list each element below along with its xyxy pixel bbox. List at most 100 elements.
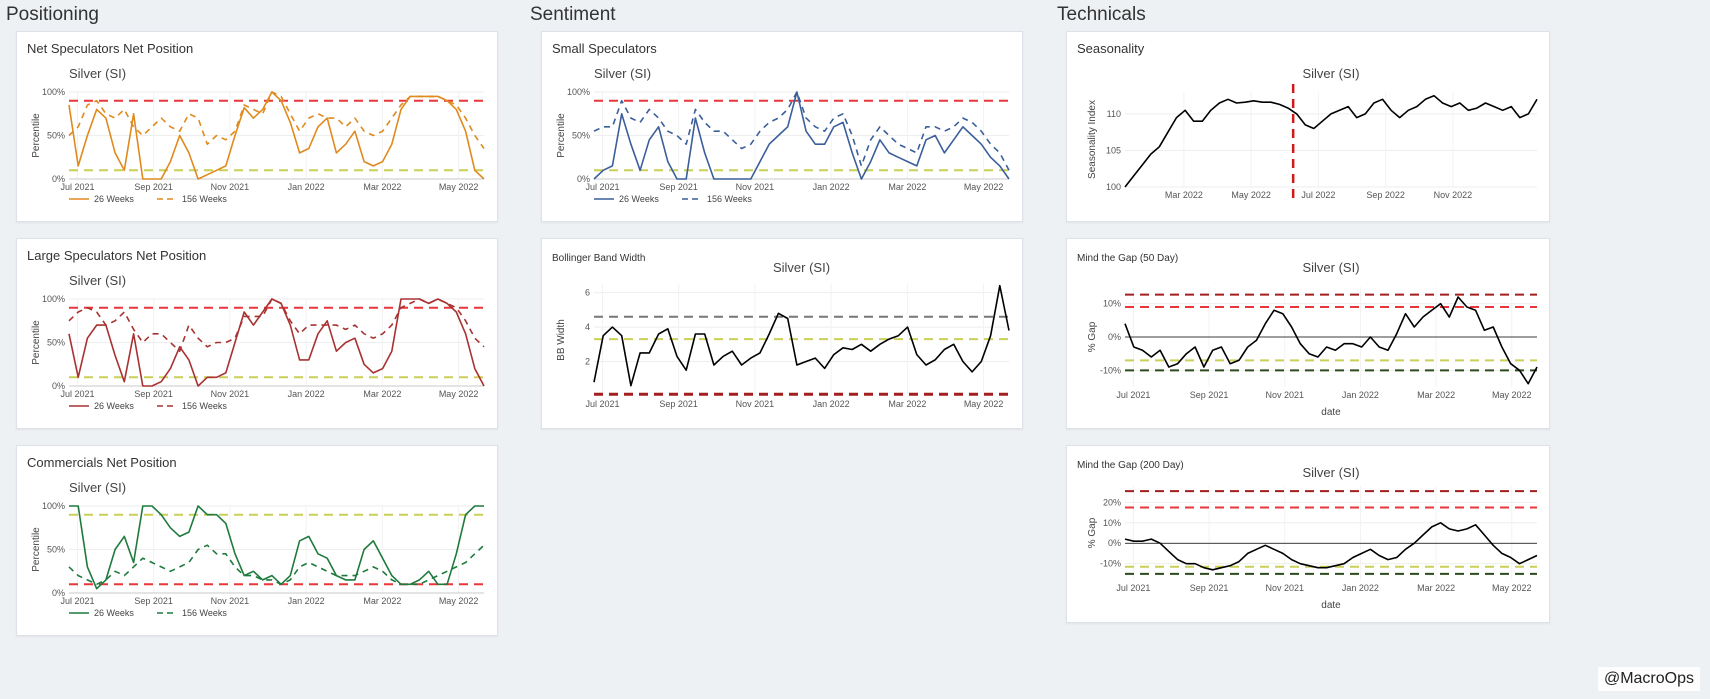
x-tick-label: Sep 2021 [659,182,698,192]
legend-label: 26 Weeks [619,194,659,204]
series-line [593,91,1010,180]
x-tick-label: Nov 2022 [1434,190,1473,200]
y-axis-label: BB Width [556,319,567,361]
x-tick-label: Mar 2022 [363,389,401,399]
y-tick-label: 50% [47,545,65,555]
series-line [593,91,1010,171]
y-tick-label: 20% [1103,497,1121,507]
legend-label: 26 Weeks [94,401,134,411]
x-tick-label: Nov 2021 [1265,583,1304,593]
series-line [1124,522,1538,571]
chart-seasonality[interactable]: Silver (SI) Seasonality Index 100 105 110 Mar… [1067,32,1551,223]
macroops-watermark: @MacroOps [1597,667,1700,691]
x-tick-label: Sep 2021 [659,399,698,409]
x-tick-label: Sep 2021 [134,182,173,192]
chart-title: Silver (SI) [69,273,126,288]
series-line [69,505,484,590]
x-tick-label: Jan 2022 [1342,583,1379,593]
y-tick-label: 50% [47,131,65,141]
x-tick-label: Jan 2022 [288,596,325,606]
chart-title: Silver (SI) [594,66,651,81]
legend-label: 156 Weeks [182,401,227,411]
chart-net-speculators[interactable]: Silver (SI) Percentile 0% 50% 100% Jul 2021 Se… [17,32,499,223]
y-tick-label: 6 [585,288,590,298]
y-tick-label: -10% [1100,365,1121,375]
y-tick-label: 0% [577,174,590,184]
x-tick-label: Jul 2021 [60,596,94,606]
card-gap-50: Mind the Gap (50 Day) Silver (SI) % Gap da… [1066,238,1550,429]
x-tick-label: Jan 2022 [813,182,850,192]
series-line [593,284,1010,387]
y-tick-label: 0% [52,588,65,598]
chart-title: Silver (SI) [773,260,830,275]
chart-commercials[interactable]: Silver (SI) Percentile 0% 50% 100% Jul 2021 Se… [17,446,499,637]
chart-title: Silver (SI) [69,66,126,81]
x-tick-label: Mar 2022 [888,182,926,192]
y-axis-label: Percentile [556,113,567,158]
y-tick-label: 100% [42,501,65,511]
y-tick-label: 100 [1106,182,1121,192]
chart-small-speculators[interactable]: Silver (SI) Percentile 0% 50% 100% Jul 2021 Se… [542,32,1024,223]
chart-bollinger-band-width[interactable]: Silver (SI) BB Width 2 4 6 Jul 2021 Sep 2021 No… [542,239,1024,430]
x-tick-label: May 2022 [964,182,1004,192]
x-tick-label: May 2022 [1492,583,1532,593]
card-net-speculators: Net Speculators Net Position Silver (SI)… [16,31,498,222]
x-axis-label: date [1321,600,1341,611]
y-tick-label: 100% [567,87,590,97]
card-gap-200: Mind the Gap (200 Day) Silver (SI) % Gap d… [1066,445,1550,623]
x-tick-label: Nov 2021 [736,399,775,409]
y-tick-label: 2 [585,357,590,367]
section-sentiment: Sentiment [530,4,616,25]
chart-large-speculators[interactable]: Silver (SI) Percentile 0% 50% 100% Jul 2021 Se… [17,239,499,430]
series-line [1124,296,1538,385]
card-title: Bollinger Band Width [552,253,646,264]
card-seasonality: Seasonality Silver (SI) Seasonality Index… [1066,31,1550,222]
x-tick-label: Jul 2021 [585,182,619,192]
y-axis-label: Percentile [31,113,42,158]
x-tick-label: Nov 2021 [1265,390,1304,400]
x-tick-label: Sep 2021 [1190,583,1229,593]
y-tick-label: 50% [572,131,590,141]
card-title: Seasonality [1077,41,1145,56]
chart-title: Silver (SI) [69,480,126,495]
card-commercials: Commercials Net Position Silver (SI) Perc… [16,445,498,636]
x-tick-label: Jan 2022 [1342,390,1379,400]
x-tick-label: Jan 2022 [288,182,325,192]
x-tick-label: Mar 2022 [363,182,401,192]
card-title: Mind the Gap (50 Day) [1077,253,1179,264]
x-tick-label: Jul 2021 [60,182,94,192]
x-tick-label: Jul 2021 [1116,390,1150,400]
x-tick-label: May 2022 [439,389,479,399]
y-tick-label: 0% [52,174,65,184]
x-axis-label: date [1321,407,1341,418]
y-tick-label: 4 [585,322,590,332]
y-tick-label: 0% [52,381,65,391]
series-line [68,298,485,387]
x-tick-label: Sep 2021 [134,389,173,399]
card-title: Mind the Gap (200 Day) [1077,460,1184,471]
legend-label: 156 Weeks [182,608,227,618]
x-tick-label: May 2022 [439,182,479,192]
chart-title: Silver (SI) [1302,465,1359,480]
series-line [68,544,485,586]
y-tick-label: 10% [1103,518,1121,528]
x-tick-label: Mar 2022 [888,399,926,409]
series-line [68,91,485,149]
chart-gap-50[interactable]: Silver (SI) % Gap date -10% 0% 10% Jul 2021 Sep… [1067,239,1551,430]
x-tick-label: Nov 2021 [736,182,775,192]
card-title: Large Speculators Net Position [27,248,207,263]
card-title: Commercials Net Position [27,455,177,470]
x-tick-label: Nov 2021 [211,182,250,192]
x-tick-label: May 2022 [964,399,1004,409]
card-small-speculators: Small Speculators Silver (SI) Percentile 0… [541,31,1023,222]
y-tick-label: -10% [1100,559,1121,569]
x-tick-label: May 2022 [1492,390,1532,400]
x-tick-label: Nov 2021 [211,389,250,399]
x-tick-label: Sep 2021 [1190,390,1229,400]
chart-gap-200[interactable]: Silver (SI) % Gap date -10% 0% 10% 20% Jul 2021… [1067,446,1551,624]
x-tick-label: Mar 2022 [1417,583,1455,593]
y-tick-label: 100% [42,294,65,304]
x-tick-label: Mar 2022 [1165,190,1203,200]
y-tick-label: 0% [1108,538,1121,548]
legend-label: 156 Weeks [182,194,227,204]
